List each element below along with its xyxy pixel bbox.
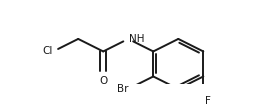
Text: O: O [99, 76, 107, 87]
Text: NH: NH [130, 34, 145, 44]
Text: Cl: Cl [43, 46, 53, 56]
Text: Br: Br [117, 84, 128, 94]
Text: F: F [205, 96, 210, 106]
